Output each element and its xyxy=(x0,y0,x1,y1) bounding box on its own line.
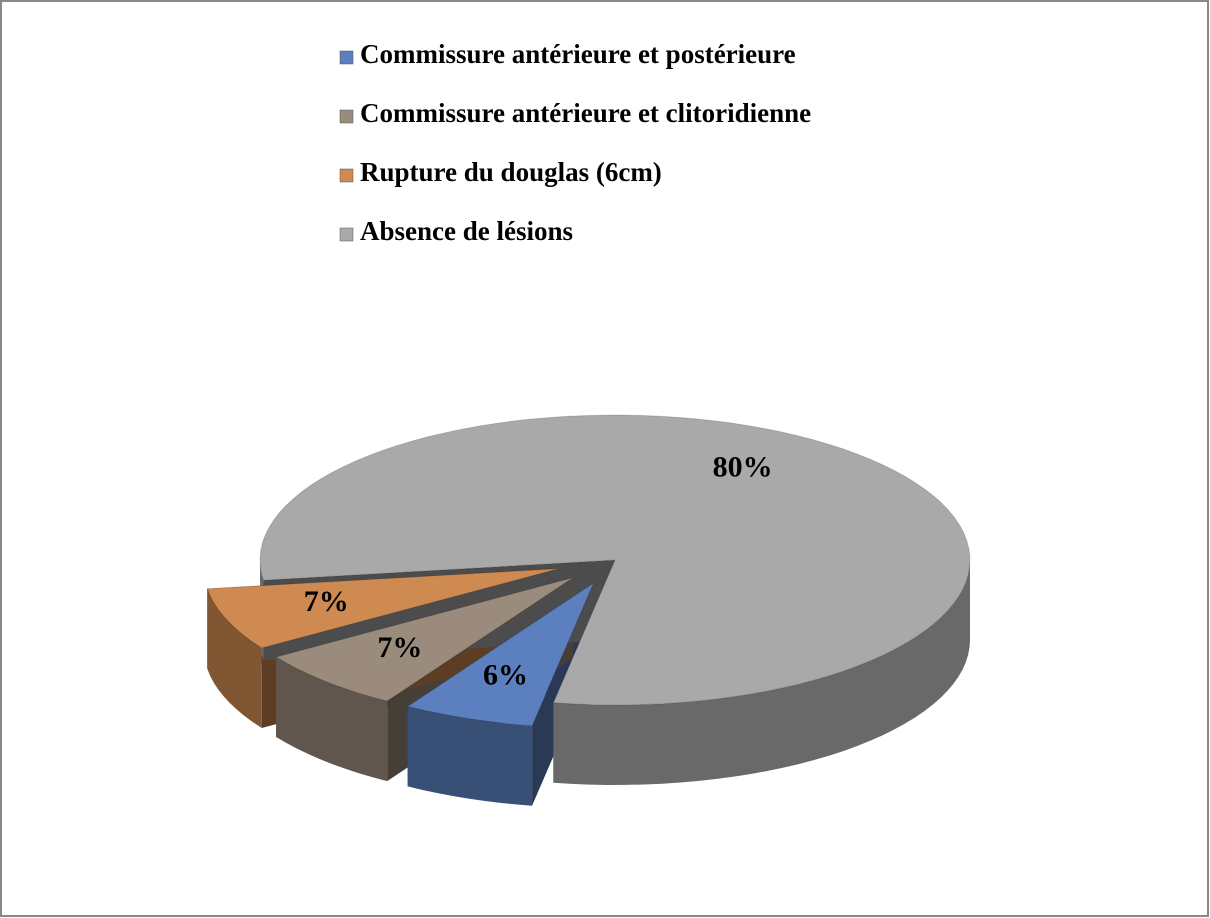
data-label: 80% xyxy=(713,451,773,484)
legend-label: Commissure antérieure et clitoridienne xyxy=(360,98,811,128)
slice-side xyxy=(207,588,262,728)
slice xyxy=(406,581,595,727)
legend-swatch xyxy=(339,168,354,183)
legend-label: Rupture du douglas (6cm) xyxy=(360,157,662,187)
slice xyxy=(274,577,574,702)
slice xyxy=(259,414,971,706)
slice-side xyxy=(276,657,388,782)
legend-swatch xyxy=(339,227,354,242)
legend-label: Commissure antérieure et postérieure xyxy=(360,39,796,69)
slice-side xyxy=(553,560,970,785)
slice-side xyxy=(407,706,532,806)
legend-swatch xyxy=(339,50,354,65)
data-label: 7% xyxy=(377,631,422,664)
legend-swatch xyxy=(339,109,354,124)
data-label: 6% xyxy=(483,659,528,692)
legend-label: Absence de lésions xyxy=(360,216,573,246)
data-label: 7% xyxy=(304,585,349,618)
slice xyxy=(206,568,559,649)
